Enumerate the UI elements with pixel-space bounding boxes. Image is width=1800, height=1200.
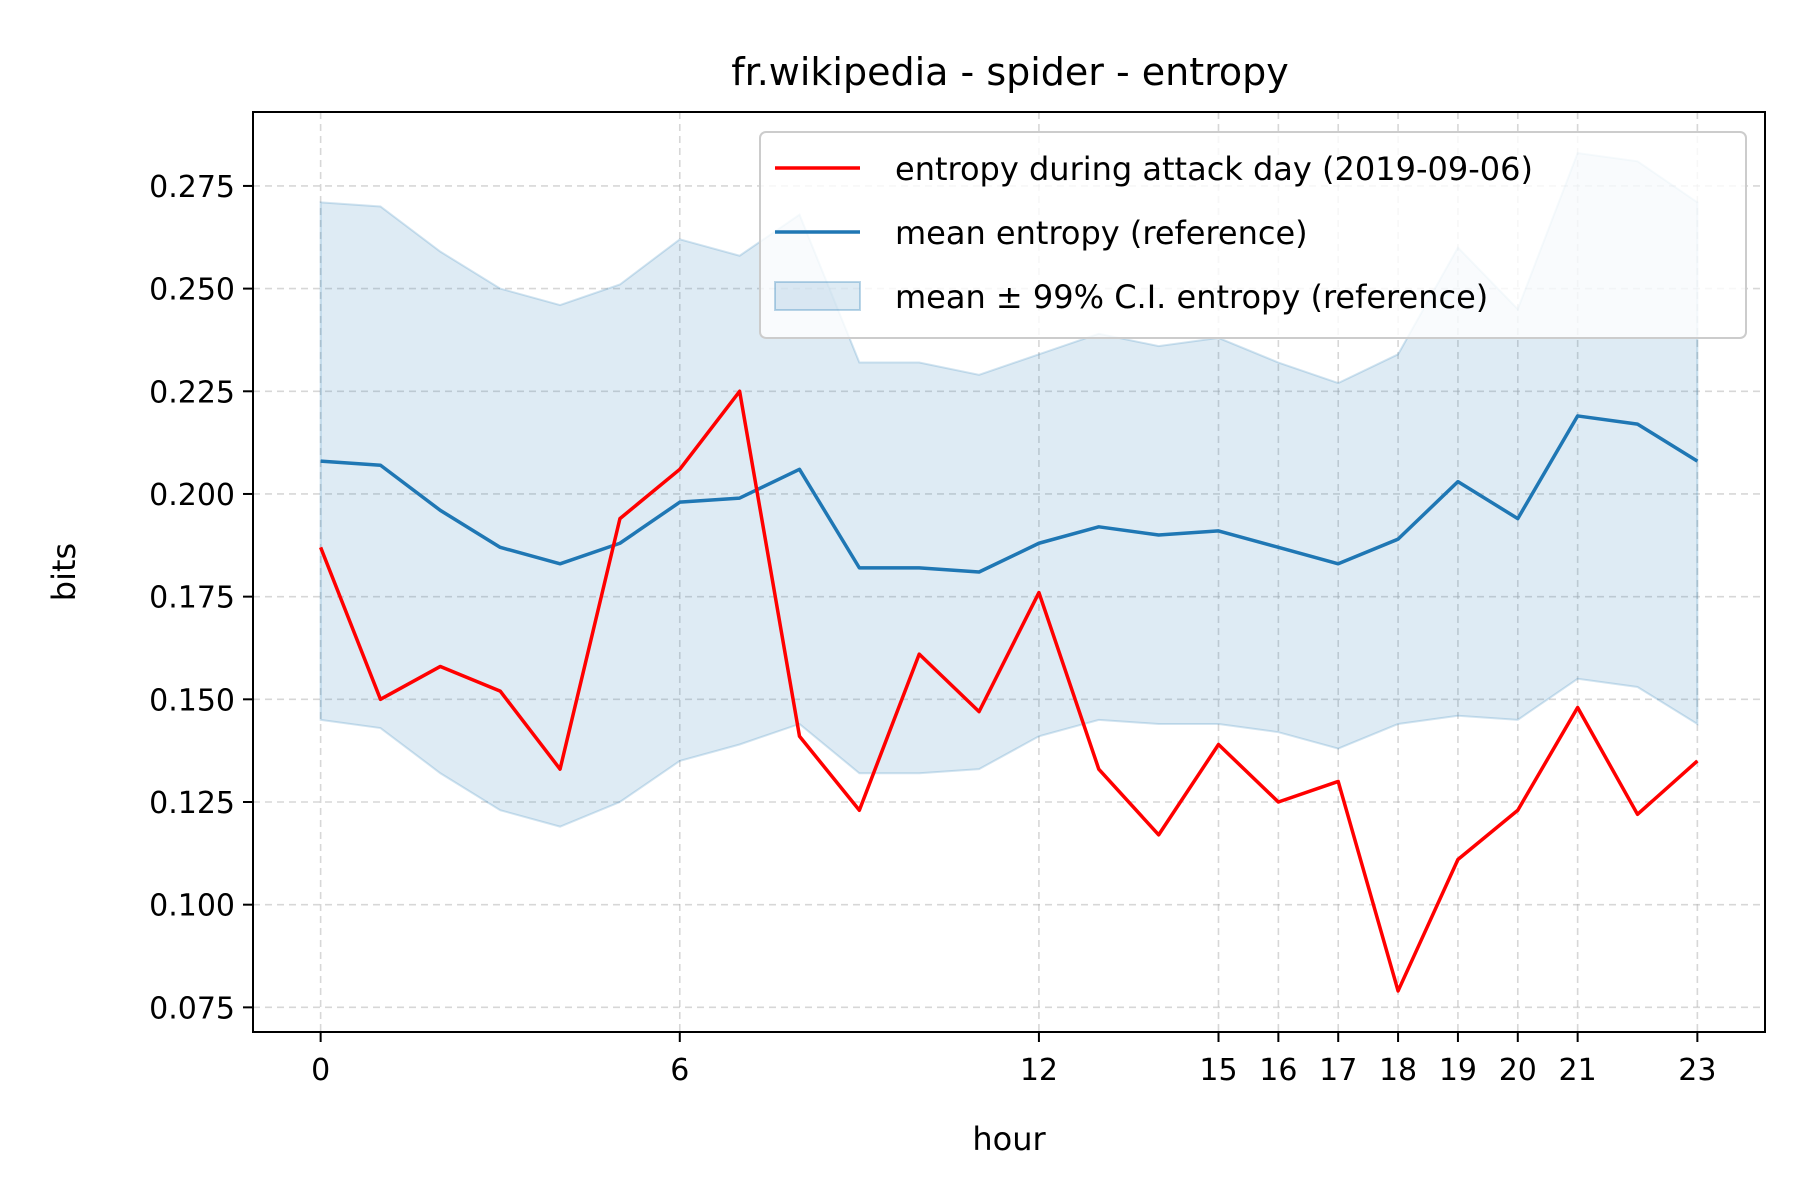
- x-tick-label: 17: [1319, 1053, 1357, 1088]
- x-tick-label: 6: [670, 1053, 689, 1088]
- series-line-mean: [320, 414, 1699, 574]
- legend-label-mean: mean entropy (reference): [895, 214, 1308, 252]
- x-tick-label: 16: [1259, 1053, 1297, 1088]
- x-tick-label: 15: [1199, 1053, 1237, 1088]
- y-tick-label: 0.100: [149, 889, 235, 924]
- series-line-attack-day: [319, 389, 1699, 993]
- legend-swatch-band: [774, 281, 861, 311]
- series-layer: [319, 389, 1699, 993]
- x-tick-label: 0: [311, 1053, 330, 1088]
- x-axis-label: hour: [972, 1120, 1046, 1158]
- x-tick-label: 21: [1559, 1053, 1597, 1088]
- y-tick-label: 0.175: [149, 581, 235, 616]
- plot-area-frame: [252, 111, 1766, 1033]
- grid: [253, 112, 1765, 1032]
- legend-label-band: mean ± 99% C.I. entropy (reference): [895, 278, 1488, 316]
- y-axis-label: bits: [45, 543, 83, 601]
- x-tick-label: 19: [1439, 1053, 1477, 1088]
- y-tick-label: 0.275: [149, 170, 235, 205]
- y-tick-label: 0.125: [149, 786, 235, 821]
- x-tick-label: 20: [1499, 1053, 1537, 1088]
- y-tick-label: 0.150: [149, 683, 235, 718]
- x-tick-label: 12: [1020, 1053, 1058, 1088]
- axis-ticks: 0 6 12 15 16 17 18 19 20 21 23 0.075 0.100 0.125 0.150…: [149, 170, 1716, 1088]
- y-tick-label: 0.200: [149, 478, 235, 513]
- x-tick-label: 23: [1678, 1053, 1716, 1088]
- legend-box: [759, 131, 1747, 339]
- legend: entropy during attack day (2019-09-06) m…: [759, 131, 1747, 339]
- y-tick-label: 0.250: [149, 273, 235, 308]
- y-tick-label: 0.075: [149, 991, 235, 1026]
- y-tick-label: 0.225: [149, 375, 235, 410]
- x-tick-label: 18: [1379, 1053, 1417, 1088]
- legend-label-attack: entropy during attack day (2019-09-06): [895, 150, 1533, 188]
- chart-title: fr.wikipedia - spider - entropy: [731, 50, 1289, 94]
